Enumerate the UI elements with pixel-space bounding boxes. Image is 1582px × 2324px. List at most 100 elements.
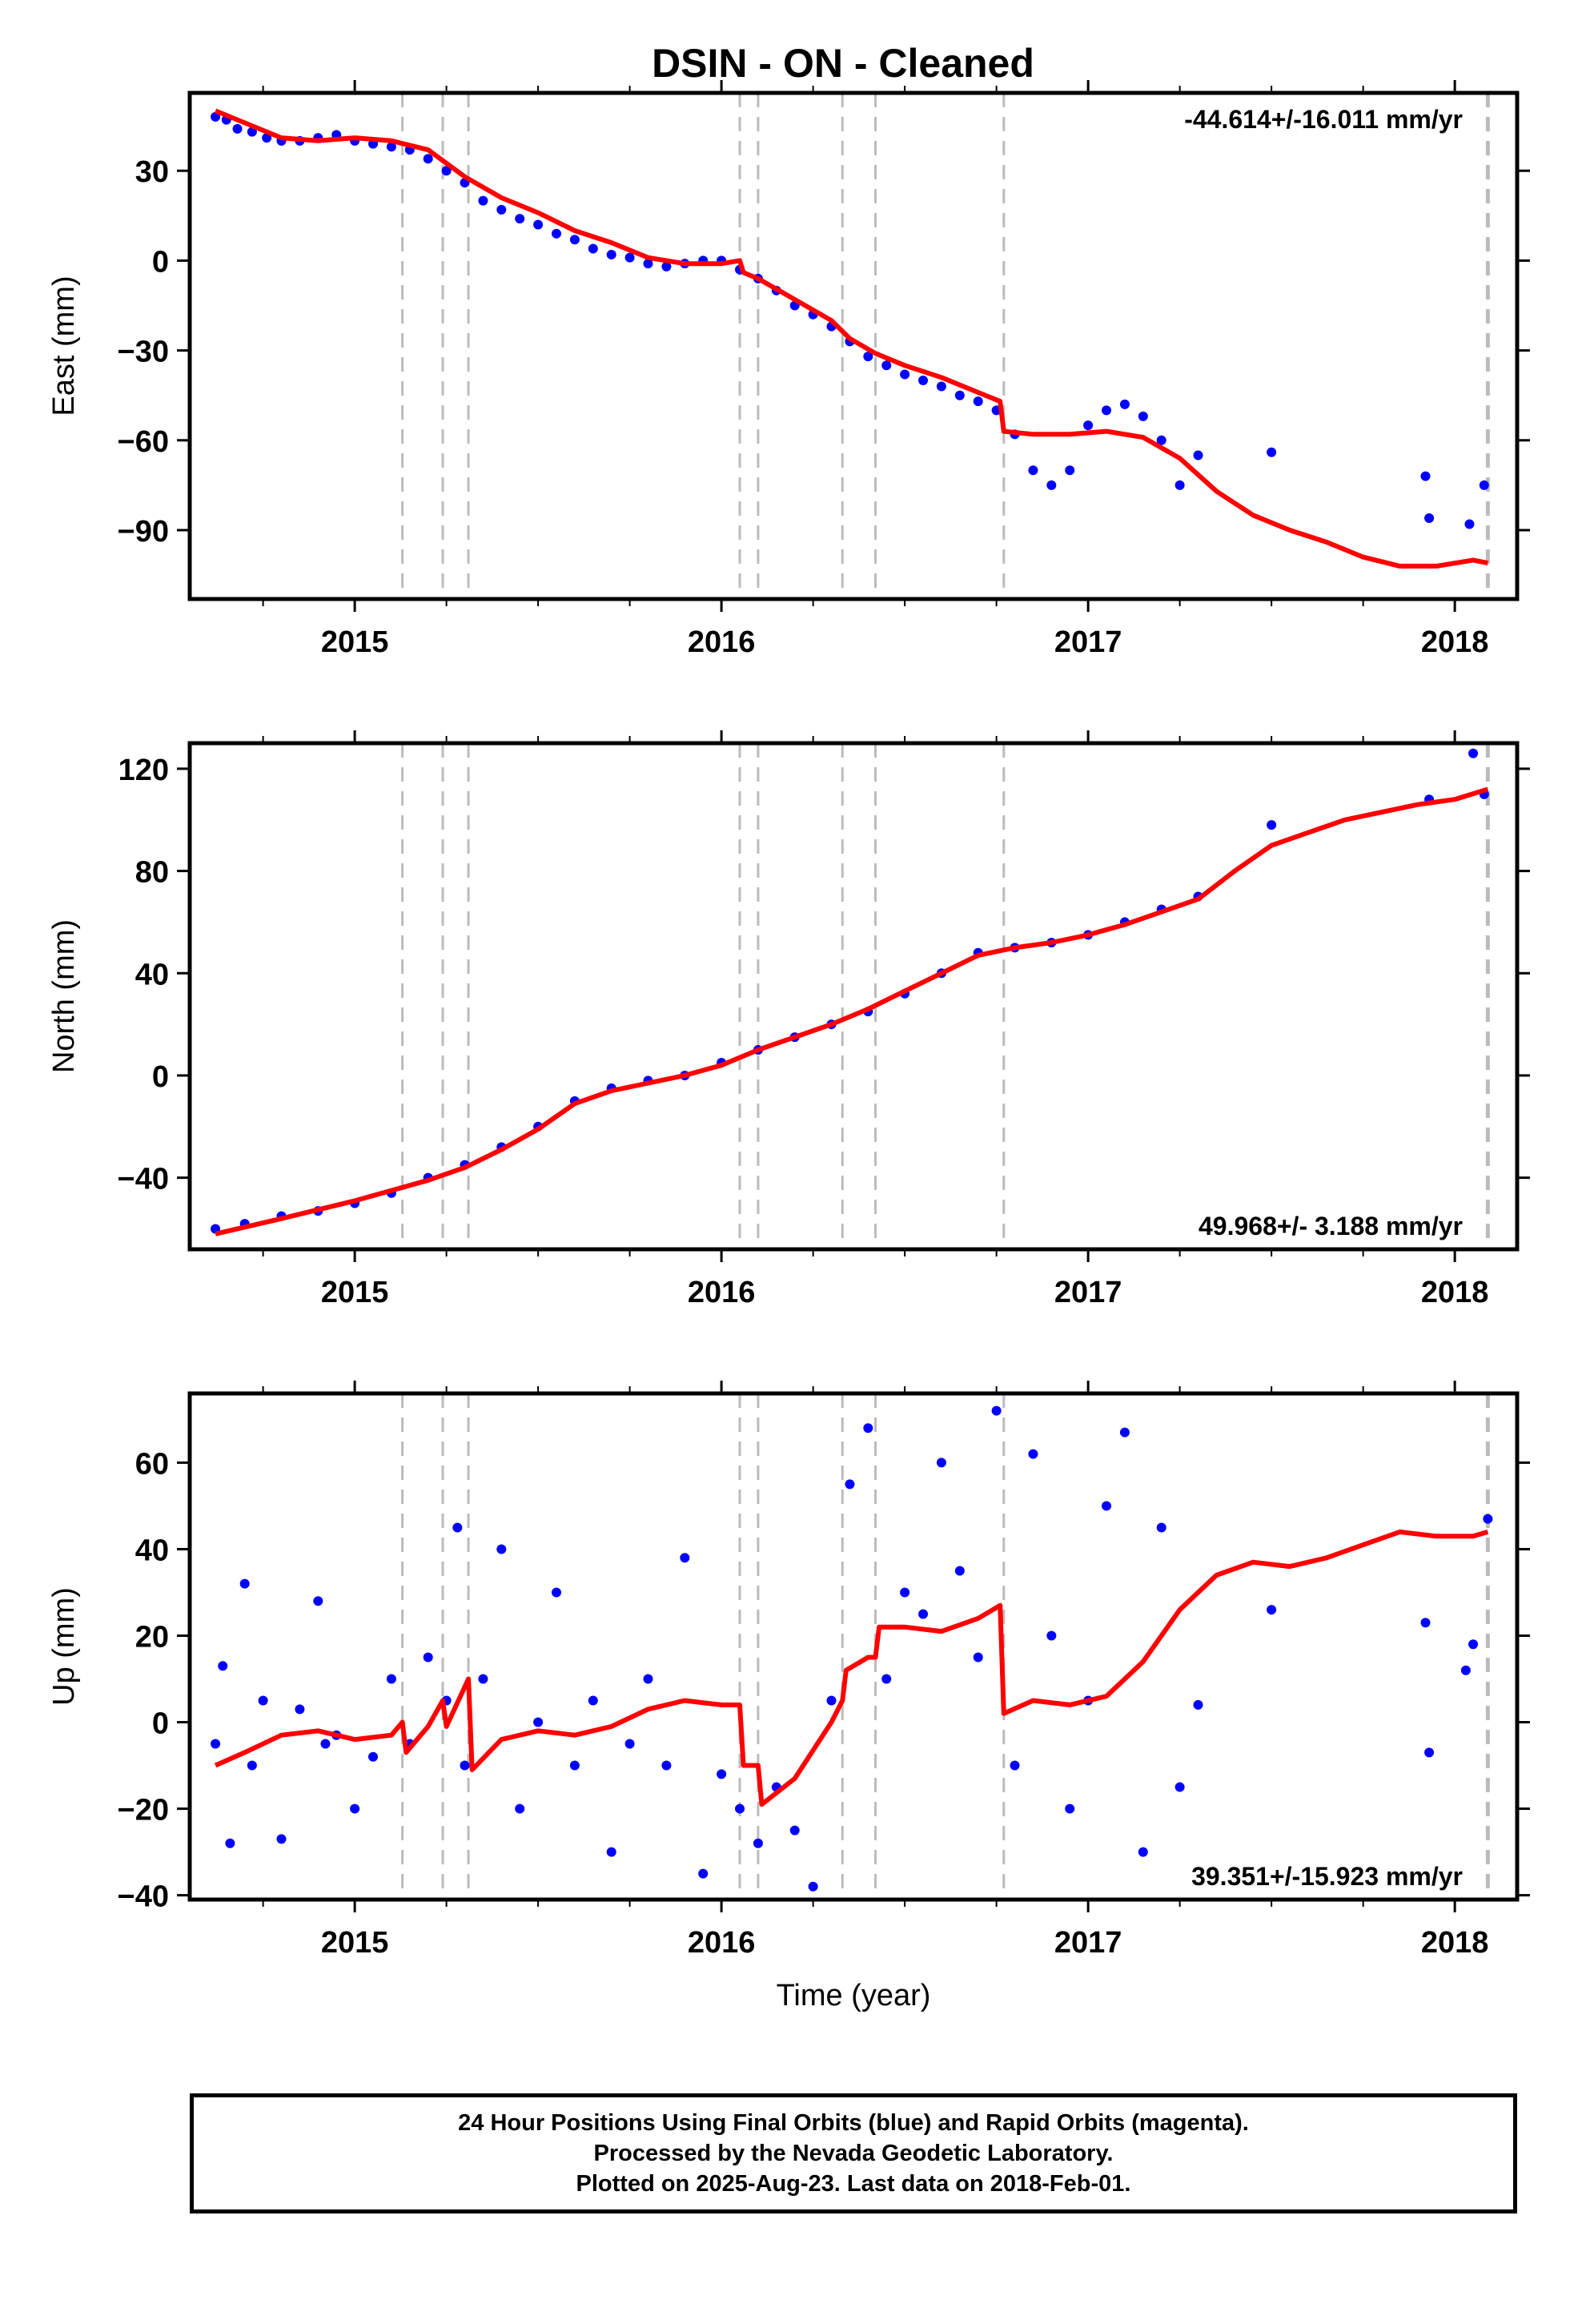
data-point xyxy=(313,1596,323,1606)
data-point xyxy=(218,1661,228,1671)
data-point xyxy=(1046,480,1057,490)
model-line xyxy=(214,1529,1489,1807)
data-point xyxy=(936,1458,946,1468)
y-tick-label: −20 xyxy=(118,1794,169,1827)
data-point xyxy=(386,142,396,152)
data-point xyxy=(262,133,272,143)
data-point xyxy=(624,252,635,263)
y-axis-label: East (mm) xyxy=(47,275,81,416)
data-point xyxy=(452,1522,463,1533)
y-tick-label: −60 xyxy=(118,425,169,459)
panel-data xyxy=(211,1405,1493,1892)
x-tick-label: 2018 xyxy=(1421,1276,1489,1309)
data-point xyxy=(350,1803,360,1814)
y-axis-label: North (mm) xyxy=(47,919,81,1073)
data-point xyxy=(753,1838,763,1848)
data-point xyxy=(1464,519,1475,529)
data-point xyxy=(973,1652,983,1663)
x-tick-label: 2015 xyxy=(321,625,389,659)
data-point xyxy=(900,369,910,380)
x-tick-label: 2016 xyxy=(688,1926,756,1960)
data-point xyxy=(1102,405,1112,416)
y-tick-label: −30 xyxy=(118,336,169,369)
data-point xyxy=(735,1803,745,1814)
data-point xyxy=(661,261,672,271)
data-point xyxy=(1119,1427,1130,1437)
data-point xyxy=(320,1739,331,1749)
y-tick-label: −90 xyxy=(118,515,169,549)
data-point xyxy=(863,352,873,362)
data-point xyxy=(533,1717,544,1727)
footer-line-2: Processed by the Nevada Geodetic Laborat… xyxy=(593,2141,1114,2166)
data-point xyxy=(1460,1665,1471,1675)
data-point xyxy=(1267,1605,1277,1615)
data-point xyxy=(386,1674,396,1684)
panel-frame xyxy=(187,741,1520,1252)
data-point xyxy=(515,214,525,224)
data-point xyxy=(643,1674,653,1684)
y-tick-label: 30 xyxy=(135,155,169,189)
x-tick-label: 2018 xyxy=(1421,625,1489,659)
data-point xyxy=(1138,411,1148,421)
x-tick-label: 2015 xyxy=(321,1926,389,1960)
data-point xyxy=(1267,447,1277,457)
data-point xyxy=(1193,450,1203,460)
data-point xyxy=(808,1881,818,1892)
data-point xyxy=(1424,1747,1435,1758)
data-point xyxy=(1420,471,1431,481)
data-point xyxy=(239,1578,250,1589)
data-point xyxy=(680,1553,690,1563)
data-point xyxy=(1119,399,1130,409)
data-point xyxy=(423,154,433,164)
x-tick-label: 2017 xyxy=(1054,1276,1122,1309)
data-point xyxy=(247,1760,257,1771)
data-point xyxy=(624,1739,635,1749)
data-point xyxy=(478,195,488,206)
x-axis-label: Time (year) xyxy=(777,1979,931,2012)
data-point xyxy=(1028,1449,1038,1459)
data-point xyxy=(643,259,653,269)
data-point xyxy=(552,1587,562,1598)
data-point xyxy=(1028,465,1038,476)
data-point xyxy=(1479,480,1489,490)
data-point xyxy=(881,1674,892,1684)
data-point xyxy=(211,111,221,122)
data-point xyxy=(698,1868,709,1879)
panel-data xyxy=(211,108,1489,569)
data-point xyxy=(496,1544,507,1554)
data-point xyxy=(569,235,580,245)
data-point xyxy=(717,1769,727,1779)
x-tick-label: 2017 xyxy=(1054,625,1122,659)
data-point xyxy=(606,249,616,259)
data-point xyxy=(368,1751,379,1762)
data-point xyxy=(1174,480,1185,490)
y-tick-label: 0 xyxy=(152,1707,169,1741)
data-point xyxy=(954,390,965,400)
data-point xyxy=(258,1695,268,1706)
data-point xyxy=(478,1674,488,1684)
model-line xyxy=(215,786,1489,1236)
data-point xyxy=(225,1838,235,1848)
data-point xyxy=(211,1739,221,1749)
data-point xyxy=(789,1825,800,1835)
data-point xyxy=(991,1405,1002,1416)
data-point xyxy=(1065,465,1075,476)
panel-3: 2015 2016 2017 2018 −40 −20 0 20 40 60 Up (mm) Time… xyxy=(47,1381,1530,2012)
chart-title: DSIN - ON - Cleaned xyxy=(652,41,1034,86)
panel-data xyxy=(211,748,1489,1236)
data-point xyxy=(1420,1618,1431,1628)
y-tick-label: −40 xyxy=(118,1880,169,1914)
data-point xyxy=(232,123,243,134)
data-point xyxy=(1065,1803,1075,1814)
y-tick-label: 120 xyxy=(118,754,169,787)
data-point xyxy=(1010,1760,1020,1771)
data-point xyxy=(1102,1501,1112,1511)
data-point xyxy=(918,1609,929,1619)
y-tick-label: 20 xyxy=(135,1620,169,1654)
data-point xyxy=(1468,748,1479,758)
y-tick-label: 40 xyxy=(135,958,169,991)
data-point xyxy=(1046,1630,1057,1641)
data-point xyxy=(1193,1699,1203,1710)
data-point xyxy=(1267,820,1277,830)
